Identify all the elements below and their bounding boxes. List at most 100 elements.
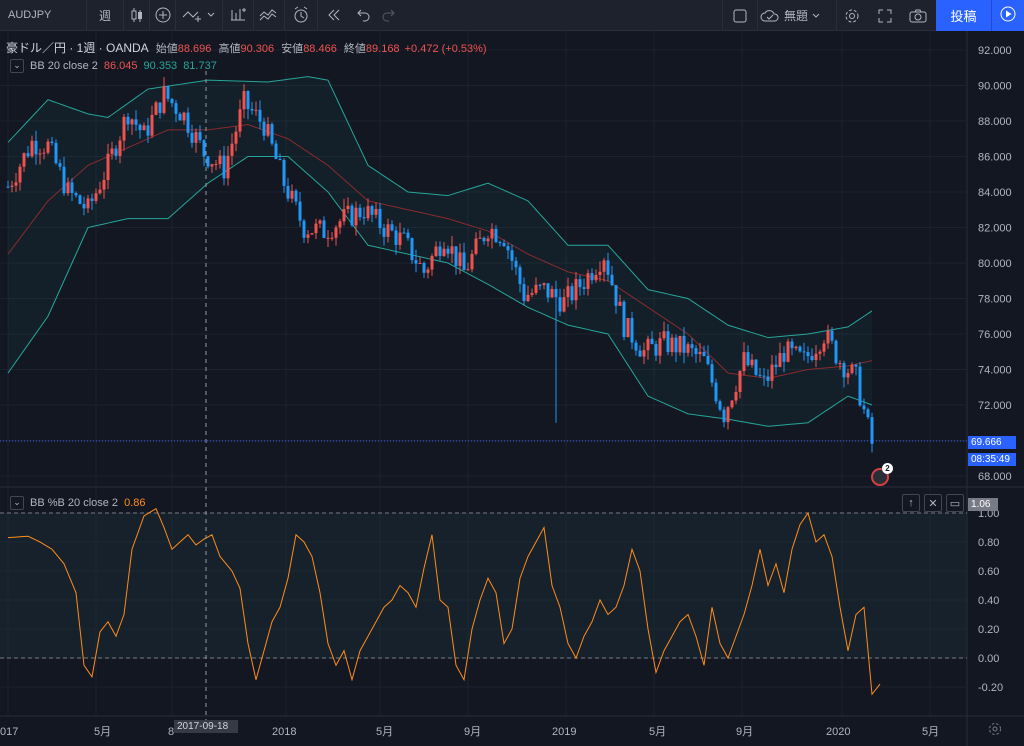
current-price-tag: 69.666 <box>968 436 1016 449</box>
low-label: 安値 <box>281 43 304 55</box>
symbol-search-button[interactable]: AUDJPY <box>0 0 86 31</box>
candle-body <box>458 252 462 266</box>
candle-body <box>566 286 570 298</box>
candle-body <box>110 148 114 154</box>
change-value: +0.472 (+0.53%) <box>404 43 487 55</box>
current-price-text: 69.666 <box>971 437 1002 448</box>
layout-name-button[interactable]: 無題 <box>760 0 834 31</box>
price-tick-label: 86.000 <box>978 152 1012 164</box>
chart-type-button[interactable] <box>176 0 222 31</box>
candle-body <box>522 284 526 302</box>
price-tick-label: 82.000 <box>978 223 1012 235</box>
candle-body <box>134 119 138 125</box>
templates-button[interactable] <box>254 0 284 31</box>
candle-body <box>838 363 842 365</box>
candle-body <box>738 371 742 392</box>
bb-legend-label: BB 20 close 2 <box>30 60 98 72</box>
snapshot-button[interactable] <box>902 0 934 31</box>
collapse-chevron-icon[interactable]: ⌄ <box>10 496 24 510</box>
candle-body <box>118 140 122 156</box>
candle-body <box>706 355 710 365</box>
candle-body <box>30 140 34 157</box>
candle-body <box>298 201 302 221</box>
play-icon <box>1000 6 1016 25</box>
chart-style-button[interactable] <box>124 0 149 31</box>
replay-button[interactable] <box>318 0 350 31</box>
candle-body <box>730 400 734 408</box>
candle-body <box>518 267 522 285</box>
time-tick-label: 8 <box>168 726 174 738</box>
chart-canvas[interactable]: 92.00090.00088.00086.00084.00082.00080.0… <box>0 31 1024 746</box>
candle-body <box>794 346 798 349</box>
interval-button[interactable]: 週 <box>87 0 123 31</box>
candle-body <box>106 153 110 180</box>
candle-body <box>250 108 254 111</box>
candle-body <box>754 359 758 375</box>
layout-button[interactable] <box>723 0 757 31</box>
price-tick-label: 92.000 <box>978 45 1012 57</box>
pb-axis-labels: 1.00 0.80 0.60 0.40 0.20 0.00 -0.20 <box>978 508 1003 694</box>
arrow-up-icon: ↑ <box>908 497 914 509</box>
candle-body <box>50 141 54 144</box>
candle-body <box>854 364 858 367</box>
maximize-pane-button[interactable]: ▭ <box>946 494 964 512</box>
candle-body <box>426 269 430 273</box>
axis-settings-button[interactable] <box>988 722 1002 739</box>
candle-body <box>602 260 606 272</box>
candle-body <box>146 125 150 136</box>
collapse-chevron-icon[interactable]: ⌄ <box>10 59 24 73</box>
candle-body <box>270 124 274 144</box>
candle-body <box>766 376 770 381</box>
publish-button[interactable]: 投稿 <box>936 0 991 31</box>
compare-button[interactable] <box>150 0 175 31</box>
candle-body <box>238 109 242 132</box>
candle-body <box>474 238 478 254</box>
close-pane-button[interactable]: ✕ <box>924 494 942 512</box>
settings-button[interactable] <box>837 0 867 31</box>
candle-body <box>662 331 666 339</box>
candle-body <box>690 344 694 349</box>
time-tick-label: 5月 <box>94 726 111 738</box>
alert-button[interactable] <box>285 0 317 31</box>
candle-body <box>46 141 50 153</box>
candle-body <box>734 391 738 401</box>
candle-body <box>710 364 714 383</box>
candle-body <box>158 102 162 113</box>
candle-body <box>534 284 538 293</box>
candle-body <box>586 273 590 289</box>
pb-legend[interactable]: ⌄ BB %B 20 close 2 0.86 <box>10 496 145 510</box>
fullscreen-button[interactable] <box>869 0 901 31</box>
candle-body <box>478 237 482 239</box>
undo-button[interactable] <box>350 0 376 31</box>
candle-body <box>590 273 594 281</box>
candle-body <box>222 155 226 179</box>
bb-legend[interactable]: ⌄ BB 20 close 2 86.045 90.353 81.737 <box>10 59 217 73</box>
candle-body <box>314 223 318 234</box>
candle-body <box>486 238 490 242</box>
candle-body <box>742 352 746 372</box>
move-up-button[interactable]: ↑ <box>902 494 920 512</box>
pb-tick-label: 0.40 <box>978 595 999 607</box>
pb-tick-label: 0.60 <box>978 566 999 578</box>
redo-button[interactable] <box>376 0 402 31</box>
candle-body <box>150 114 154 136</box>
candle-body <box>246 91 250 109</box>
open-value: 88.696 <box>177 43 212 55</box>
main-legend: 豪ドル／円 · 1週 · OANDA 始値88.696 高値90.306 安値8… <box>6 39 487 56</box>
candle-body <box>370 206 374 215</box>
candle-body <box>418 263 422 265</box>
price-scale[interactable] <box>967 31 1024 716</box>
candle-body <box>526 294 530 302</box>
candle-body <box>26 153 30 157</box>
indicators-button[interactable] <box>223 0 253 31</box>
price-tick-label: 68.000 <box>978 471 1012 483</box>
candle-body <box>770 364 774 381</box>
candle-body <box>350 205 354 226</box>
candle-body <box>850 364 854 374</box>
candle-body <box>574 279 578 301</box>
replay-icon <box>326 7 342 23</box>
candle-body <box>330 237 334 239</box>
candle-body <box>22 153 26 167</box>
play-button[interactable] <box>991 0 1024 31</box>
candle-body <box>166 86 170 99</box>
